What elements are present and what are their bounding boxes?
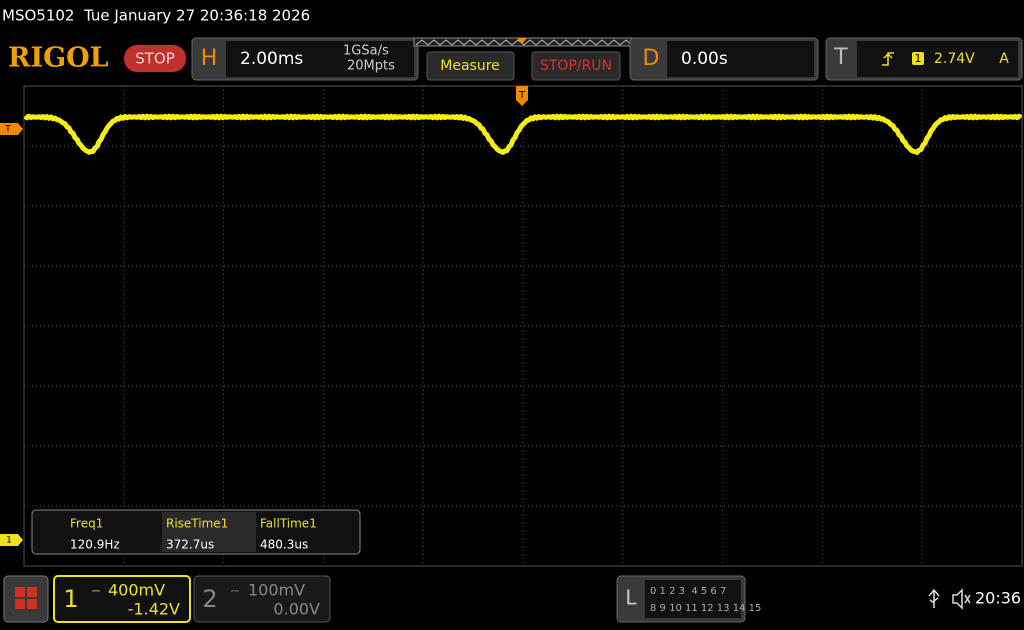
channel2-number: 2 [202, 585, 217, 613]
delay-value: 0.00s [681, 49, 728, 69]
channel2-box[interactable] [193, 575, 331, 623]
channel1-trace [23, 113, 1023, 155]
channel1-marker-text: 1 [6, 536, 12, 546]
menu-button[interactable] [3, 575, 49, 623]
trigger-label: T [833, 45, 848, 70]
trigger-level-text: T [4, 125, 11, 135]
sample-rate: 1GSa/s [343, 44, 389, 59]
measure-label: Measure [440, 58, 500, 74]
measure-value: 372.7us [166, 538, 214, 552]
trigger-mode: A [999, 51, 1009, 67]
stop-run-button[interactable] [531, 51, 621, 81]
trigger-source: 1 [915, 52, 922, 65]
trigger-inner [857, 41, 1018, 77]
measure-header: FallTime1 [260, 517, 317, 531]
logic-row2: 8 9 10 11 12 13 14 15 [650, 603, 761, 614]
trigger-level: 2.74V [934, 51, 975, 67]
channel1-scale: 400mV [108, 581, 165, 600]
logic-inner [645, 580, 741, 618]
model: MSO5102 [2, 7, 74, 25]
logic-label: L [625, 586, 637, 610]
menu-icon [15, 587, 37, 609]
trigger-position-marker [516, 86, 528, 106]
timeline-pattern [415, 39, 633, 46]
memory-depth: 20Mpts [347, 59, 395, 74]
measure-header: Freq1 [70, 517, 103, 531]
measure-value: 480.3us [260, 538, 308, 552]
measure-items: Freq1 120.9Hz RiseTime1 372.7us FallTime1 480… [70, 517, 317, 552]
horizontal-label: H [201, 46, 218, 71]
trigger-edge-icon [882, 52, 894, 66]
measure-button[interactable] [426, 51, 515, 81]
datetime: Tue January 27 20:36:18 2026 [83, 7, 310, 25]
trigger-position-text: T [518, 90, 526, 101]
grid [24, 86, 1022, 566]
channel1-offset: -1.42V [128, 600, 180, 619]
timebase: 2.00ms [240, 49, 303, 69]
horizontal-inner [226, 41, 414, 77]
run-state: STOP [135, 50, 175, 68]
measure-header: RiseTime1 [166, 517, 228, 531]
logo: RIGOL [8, 43, 109, 74]
logic-row1: 0 1 2 3 4 5 6 7 [650, 586, 726, 597]
run-state-pill[interactable] [124, 45, 186, 72]
usb-icon [928, 588, 940, 608]
channel2-scale: 100mV [248, 581, 305, 600]
stop-run-label: STOP/RUN [540, 58, 612, 74]
measure-highlight [162, 512, 256, 552]
channel1-number: 1 [63, 585, 78, 613]
measure-value: 120.9Hz [70, 538, 120, 552]
clock: 20:36 [975, 589, 1021, 608]
channel2-offset: 0.00V [273, 600, 320, 619]
channel1-marker [0, 534, 23, 546]
delay-label: D [643, 46, 660, 71]
delay-inner [667, 41, 814, 77]
channel1-box[interactable] [53, 575, 191, 623]
trigger-source-box [912, 52, 924, 65]
timeline-marker [517, 38, 527, 44]
channel2-coupling: ⎓ [231, 586, 239, 597]
channel1-coupling: ⎓ [92, 586, 100, 597]
mute-icon[interactable] [952, 588, 971, 610]
trigger-level-marker [0, 123, 23, 135]
